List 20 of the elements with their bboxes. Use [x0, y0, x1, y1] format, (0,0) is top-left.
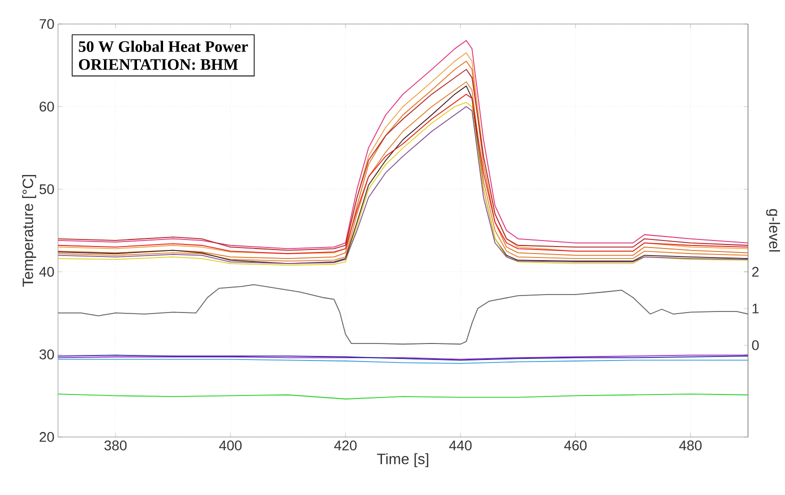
y-tick-label: 40	[39, 266, 54, 277]
y-tick-label: 60	[40, 102, 54, 112]
y-tick-label: 70	[40, 19, 54, 29]
annotation: ORIENTATION: BHM	[78, 59, 238, 70]
y-tick-label: 50	[40, 184, 54, 194]
y2-tick-label: 2	[752, 266, 759, 277]
y-tick-label: 30	[39, 349, 54, 360]
y2-tick-label: 1	[752, 304, 759, 314]
x-tick-label: 420	[334, 440, 357, 450]
y-tick-label: 20	[40, 432, 54, 442]
y2-tick-label: 0	[752, 340, 759, 350]
y-axis-title: Temperature [°C]	[22, 175, 36, 287]
x-tick-label: 440	[449, 440, 472, 450]
x-axis-title: Time [s]	[377, 453, 428, 468]
y2-axis-title: g-level	[766, 209, 780, 252]
x-tick-label: 380	[104, 440, 127, 450]
annotation: 50 W Global Heat Power	[78, 40, 248, 52]
x-tick-label: 480	[679, 440, 702, 450]
x-tick-label: 460	[564, 440, 587, 450]
x-tick-label: 400	[219, 440, 242, 450]
